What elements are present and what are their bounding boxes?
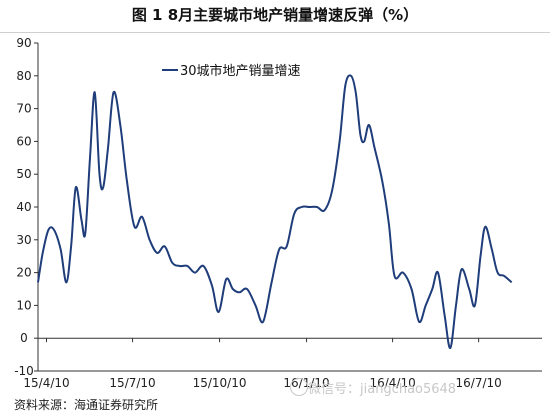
x-tick-label: 16/4/10 bbox=[369, 376, 415, 390]
title-bar: 图 1 8月主要城市地产销量增速反弹（%） bbox=[0, 0, 550, 33]
chart-title: 图 1 8月主要城市地产销量增速反弹（%） bbox=[131, 6, 419, 24]
y-tick-label: 10 bbox=[16, 298, 31, 312]
wechat-icon bbox=[290, 378, 308, 396]
y-tick-label: 30 bbox=[16, 233, 31, 247]
x-tick-label: 15/4/10 bbox=[23, 376, 69, 390]
y-tick-label: 0 bbox=[20, 331, 28, 345]
x-tick-label: 15/7/10 bbox=[109, 376, 155, 390]
legend-label: 30城市地产销量增速 bbox=[180, 63, 301, 79]
y-tick-label: 70 bbox=[16, 102, 31, 116]
y-tick-label: 20 bbox=[16, 266, 31, 280]
y-tick-label: -10 bbox=[14, 364, 34, 378]
source-note: 资料来源：海通证券研究所 bbox=[14, 398, 159, 412]
line-chart: -10 0 10 20 30 40 50 60 70 80 90 15/4/10 15/7/10 15/1… bbox=[14, 36, 542, 390]
chart-series bbox=[37, 74, 513, 350]
y-tick-label: 90 bbox=[16, 36, 31, 50]
chart-axes bbox=[34, 42, 542, 372]
y-tick-label: 80 bbox=[16, 69, 31, 83]
y-tick-label: 40 bbox=[16, 200, 31, 214]
x-tick-label: 15/10/10 bbox=[193, 376, 247, 390]
chart-legend: 30城市地产销量增速 bbox=[162, 63, 301, 79]
watermark-text: 微信号：jiangchao5648 bbox=[308, 382, 457, 397]
y-tick-label: 60 bbox=[16, 134, 31, 148]
series-line bbox=[37, 74, 513, 350]
tick-labels: -10 0 10 20 30 40 50 60 70 80 90 15/4/10 15/7/10 15/1… bbox=[14, 36, 502, 390]
x-tick-label: 16/7/10 bbox=[456, 376, 502, 390]
y-tick-label: 50 bbox=[16, 167, 31, 181]
